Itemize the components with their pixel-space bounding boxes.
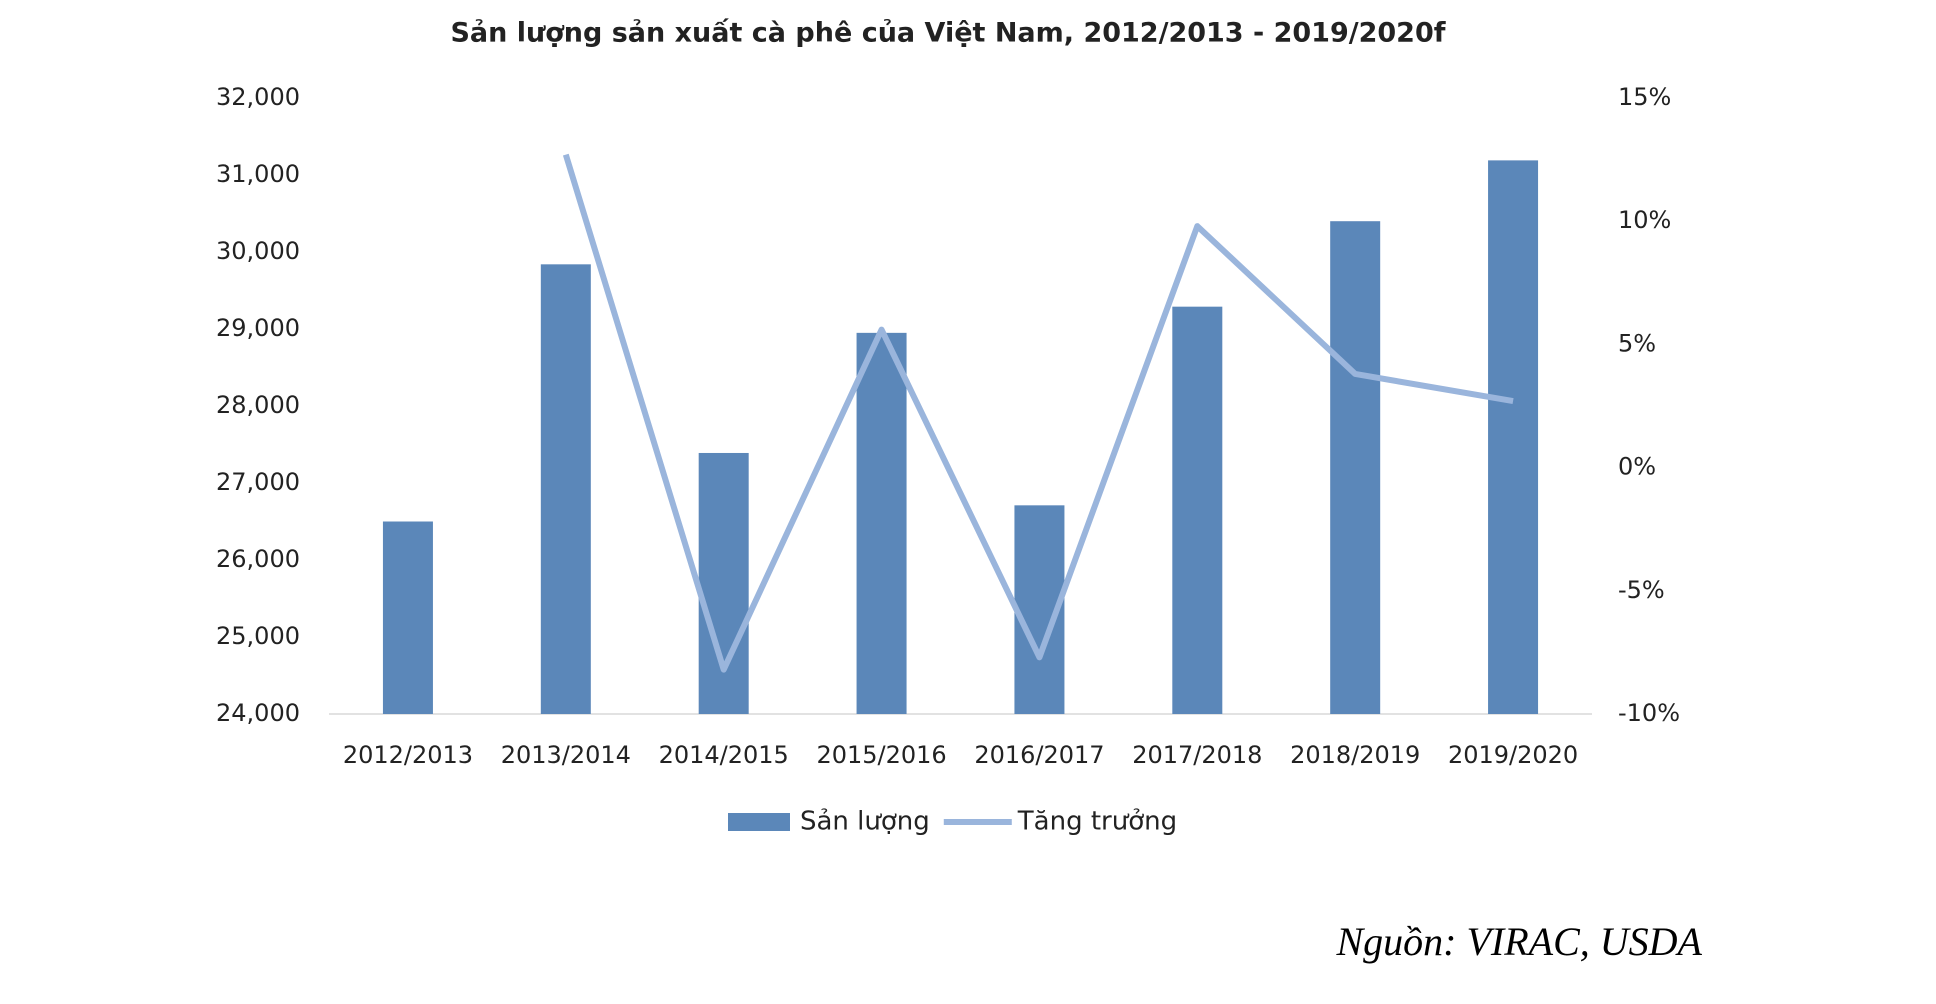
y-tick-label: 27,000 (216, 468, 300, 496)
y2-tick-label: 0% (1618, 453, 1656, 481)
y-tick-label: 25,000 (216, 622, 300, 650)
y-tick-label: 24,000 (216, 699, 300, 727)
x-tick-label: 2015/2016 (816, 741, 946, 769)
bar (1488, 160, 1539, 714)
y2-tick-label: -10% (1618, 699, 1680, 727)
x-tick-label: 2019/2020 (1448, 741, 1578, 769)
x-tick-label: 2017/2018 (1132, 741, 1262, 769)
y-tick-label: 29,000 (216, 314, 300, 342)
source: Nguồn: VIRAC, USDA (1335, 919, 1702, 964)
line (562, 153, 1514, 673)
x-tick-label: 2014/2015 (659, 741, 789, 769)
y-tick-label: 26,000 (216, 545, 300, 573)
y2-tick-label: 10% (1618, 206, 1671, 234)
y2-tick-label: -5% (1618, 576, 1665, 604)
bar (1330, 221, 1381, 714)
y-tick-label: 30,000 (216, 237, 300, 265)
y-tick-label: 28,000 (216, 391, 300, 419)
y2-tick-label: 5% (1618, 329, 1656, 357)
x-tick-label: 2013/2014 (501, 741, 631, 769)
y-tick-label: 31,000 (216, 160, 300, 188)
chart-title: Sản lượng sản xuất cà phê của Việt Nam, … (450, 18, 1445, 49)
legend-label: Sản lượng (800, 807, 930, 837)
y-tick-label: 32,000 (216, 83, 300, 111)
legend-swatch (728, 813, 790, 831)
bar (382, 521, 433, 714)
y2-tick-label: 15% (1618, 83, 1671, 111)
bar (856, 332, 907, 714)
x-tick-label: 2012/2013 (343, 741, 473, 769)
legend-label: Tăng trưởng (1017, 807, 1177, 837)
bar (1172, 306, 1223, 714)
x-tick-label: 2016/2017 (974, 741, 1104, 769)
bar (540, 264, 591, 714)
bar (698, 452, 749, 714)
x-tick-label: 2018/2019 (1290, 741, 1420, 769)
